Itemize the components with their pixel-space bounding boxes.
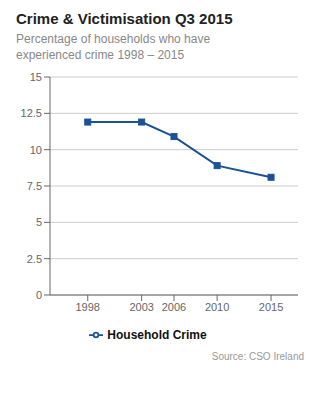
svg-text:10: 10 <box>30 144 42 156</box>
html-text:Percentage of households who h: Percentage of households who have <box>16 32 211 46</box>
html-text:experienced crime 1998 – 2015: experienced crime 1998 – 2015 <box>16 48 185 62</box>
svg-text:2015: 2015 <box>259 301 283 313</box>
svg-text:5: 5 <box>36 216 42 228</box>
html-text:Crime & Victimisation Q3 2015: Crime & Victimisation Q3 2015 <box>16 10 233 27</box>
svg-text:1998: 1998 <box>75 301 99 313</box>
html-text:Source: CSO Ireland: Source: CSO Ireland <box>211 351 304 362</box>
svg-text:0: 0 <box>36 289 42 301</box>
svg-text:15: 15 <box>30 71 42 83</box>
svg-text:7.5: 7.5 <box>27 180 42 192</box>
html-text:Household Crime: Household Crime <box>107 328 207 342</box>
svg-text:2010: 2010 <box>205 301 229 313</box>
svg-text:12.5: 12.5 <box>21 107 42 119</box>
svg-text:2006: 2006 <box>162 301 186 313</box>
svg-text:2.5: 2.5 <box>27 253 42 265</box>
svg-text:2003: 2003 <box>129 301 153 313</box>
